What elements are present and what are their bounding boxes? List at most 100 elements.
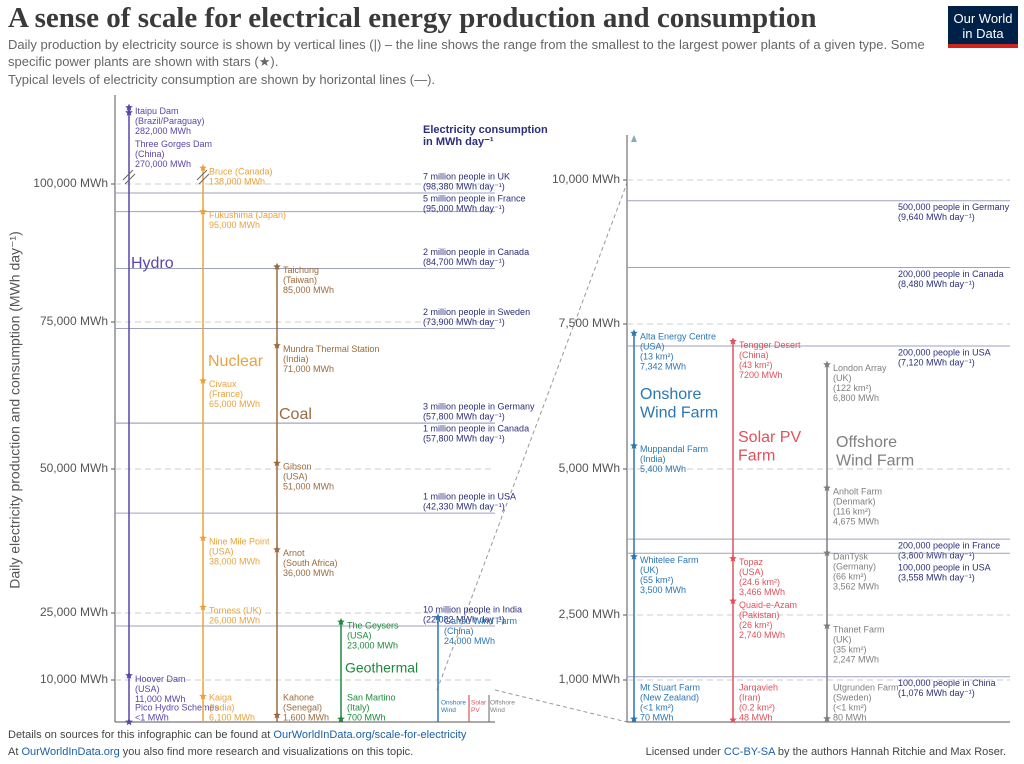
footer-text: Licensed under xyxy=(645,746,721,758)
plant-label: (China) xyxy=(135,149,165,159)
footer-license: Licensed under CC-BY-SA by the authors H… xyxy=(646,746,1006,758)
logo[interactable]: Our World in Data xyxy=(948,6,1018,48)
plant-label: 80 MWh xyxy=(833,712,867,722)
plant-star xyxy=(823,360,831,368)
footer-sources: Details on sources for this infographic … xyxy=(8,729,466,741)
plant-label: (Iran) xyxy=(739,692,761,702)
plant-label: Utgrunden Farm xyxy=(833,682,899,692)
plant-star xyxy=(823,484,831,492)
consumption-value: (95,000 MWh day⁻¹) xyxy=(423,203,505,213)
plant-star xyxy=(199,376,207,384)
plant-star xyxy=(273,262,281,270)
plant-label: Jarqavieh xyxy=(739,682,778,692)
axis-break xyxy=(122,169,134,181)
y-tick-label: 1,000 MWh xyxy=(559,672,620,686)
consumption-value: (73,900 MWh day⁻¹) xyxy=(423,317,505,327)
plant-label: <1 MWh xyxy=(135,712,169,722)
plant-label: (24.6 km²) xyxy=(739,577,780,587)
consumption-label: 10 million people in India xyxy=(423,604,522,614)
plant-label: 2,247 MWh xyxy=(833,654,879,664)
consumption-label: 200,000 people in Canada xyxy=(898,269,1004,279)
plant-label: 7,342 MWh xyxy=(640,362,686,372)
plant-label: 85,000 MWh xyxy=(283,285,334,295)
plant-label: Civaux xyxy=(209,379,237,389)
plant-label: 6,100 MWh xyxy=(209,712,255,722)
header: A sense of scale for electrical energy p… xyxy=(8,2,938,88)
y-tick-label: 50,000 MWh xyxy=(40,461,108,475)
footer-link[interactable]: OurWorldInData.org/scale-for-electricity xyxy=(273,729,467,741)
plant-label: 24,000 MWh xyxy=(444,636,495,646)
plant-star xyxy=(273,341,281,349)
plant-label: (Germany) xyxy=(833,561,876,571)
source-name: Onshore xyxy=(441,700,466,707)
plant-label: (Denmark) xyxy=(833,496,876,506)
plant-label: Torness (UK) xyxy=(209,606,262,616)
plant-star xyxy=(434,613,442,621)
footer-link[interactable]: CC-BY-SA xyxy=(723,746,775,758)
plant-label: Gibson xyxy=(283,461,312,471)
plant-label: (South Africa) xyxy=(283,558,338,568)
plant-star xyxy=(630,329,638,337)
consumption-value: (84,700 MWh day⁻¹) xyxy=(423,257,505,267)
plant-label: Taichung xyxy=(283,265,319,275)
plant-label: 51,000 MWh xyxy=(283,481,334,491)
y-axis-label: Daily electricity production and consump… xyxy=(7,231,23,589)
plant-label: 23,000 MWh xyxy=(347,640,398,650)
plant-label: (India) xyxy=(283,354,309,364)
plant-label: 70 MWh xyxy=(640,712,674,722)
plant-star xyxy=(125,671,133,679)
y-tick-label: 2,500 MWh xyxy=(559,607,620,621)
plant-label: San Martino xyxy=(347,692,396,702)
plant-label: (India) xyxy=(640,454,666,464)
title: A sense of scale for electrical energy p… xyxy=(8,2,817,34)
consumption-label: 1 million people in USA xyxy=(423,492,516,502)
source-name: Wind Farm xyxy=(640,405,718,422)
plant-star xyxy=(199,207,207,215)
y-tick-label: 10,000 MWh xyxy=(552,172,620,186)
consumption-label: 5 million people in France xyxy=(423,193,526,203)
plant-label: 700 MWh xyxy=(347,712,386,722)
plant-star xyxy=(199,603,207,611)
consumption-value: (57,800 MWh day⁻¹) xyxy=(423,434,505,444)
footer-link[interactable]: OurWorldInData.org xyxy=(21,746,120,758)
plant-label: Nine Mile Point xyxy=(209,536,270,546)
plant-label: 65,000 MWh xyxy=(209,399,260,409)
plant-label: 1,600 MWh xyxy=(283,712,329,722)
plant-label: (China) xyxy=(739,350,769,360)
consumption-value: (42,330 MWh day⁻¹) xyxy=(423,502,505,512)
plant-label: London Array xyxy=(833,363,887,373)
plant-star xyxy=(199,534,207,542)
source-name: Nuclear xyxy=(208,353,264,370)
plant-label: Thanet Farm xyxy=(833,624,885,634)
source-name: Solar xyxy=(471,700,487,707)
plant-label: 38,000 MWh xyxy=(209,556,260,566)
footer-more: At OurWorldInData.org you also find more… xyxy=(8,746,413,758)
footer-text: you also find more research and visualiz… xyxy=(122,746,414,758)
consumption-value: (1,076 MWh day⁻¹) xyxy=(898,688,975,698)
plant-label: (Taiwan) xyxy=(283,275,317,285)
consumption-value: (98,380 MWh day⁻¹) xyxy=(423,181,505,191)
plant-star xyxy=(630,552,638,560)
plant-label: (Sweden) xyxy=(833,692,872,702)
plant-star xyxy=(273,711,281,719)
consumption-value: (8,480 MWh day⁻¹) xyxy=(898,279,975,289)
footer-text: Details on sources for this infographic … xyxy=(8,729,271,741)
footer-text: At xyxy=(8,746,19,758)
plant-label: (Pakistan) xyxy=(739,610,780,620)
plant-star xyxy=(337,617,345,626)
y-tick-label: 5,000 MWh xyxy=(559,461,620,475)
plant-star xyxy=(630,715,638,723)
plant-label: Anholt Farm xyxy=(833,486,882,496)
plant-label: (<1 km²) xyxy=(833,702,867,712)
footer-text: by the authors Hannah Ritchie and Max Ro… xyxy=(777,746,1006,758)
plant-label: (26 km²) xyxy=(739,620,773,630)
plant-star xyxy=(125,718,133,726)
consumption-value: (57,800 MWh day⁻¹) xyxy=(423,412,505,422)
source-name: Wind Farm xyxy=(836,453,914,470)
plant-star xyxy=(729,716,737,724)
plant-label: 11,000 MWh xyxy=(135,694,185,704)
consumption-label: 1 million people in Canada xyxy=(423,424,529,434)
plant-label: (USA) xyxy=(347,630,372,640)
plant-label: 48 MWh xyxy=(739,712,773,722)
